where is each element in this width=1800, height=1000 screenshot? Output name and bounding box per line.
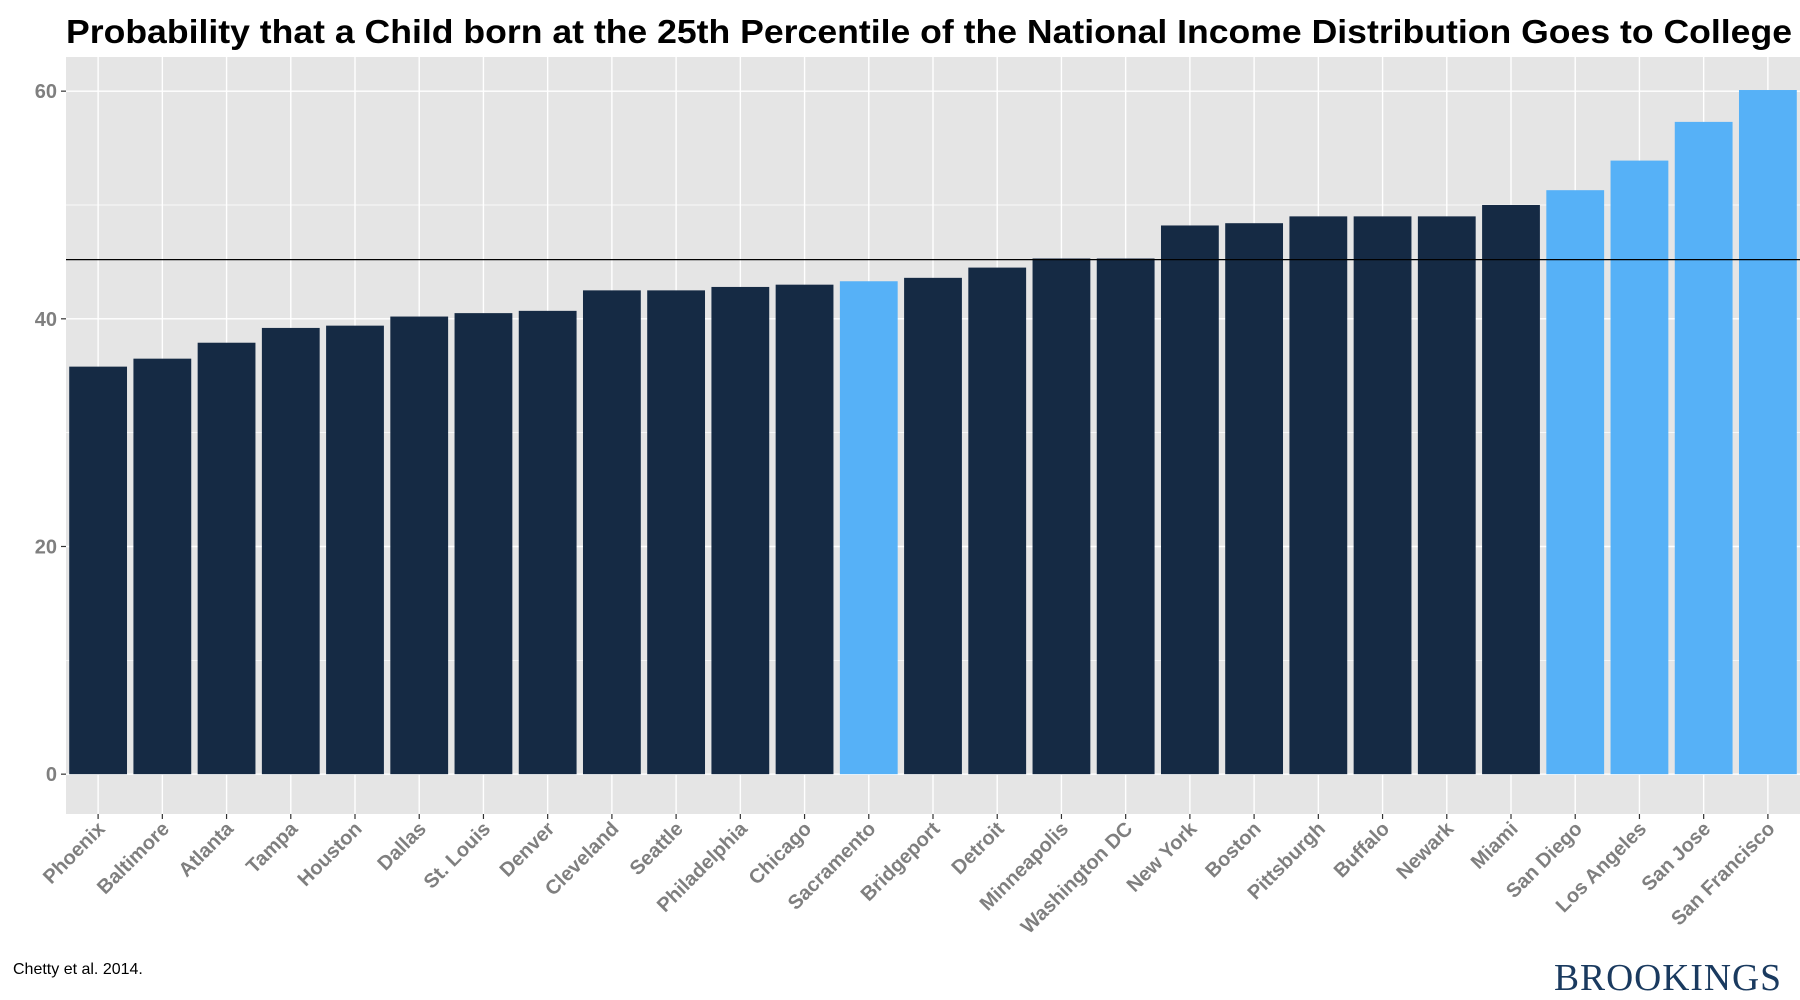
- bar-sacramento: [839, 281, 898, 775]
- x-tick-label: Miami: [1467, 818, 1523, 874]
- bar-miami: [1482, 204, 1540, 775]
- bar-newark: [1417, 216, 1476, 775]
- x-tick-label: Tampa: [242, 817, 303, 878]
- bar-pittsburgh: [1289, 216, 1348, 775]
- bar-boston: [1225, 223, 1284, 775]
- bar-san-jose: [1674, 121, 1733, 775]
- bar-washington-dc: [1096, 258, 1155, 775]
- bar-bridgeport: [904, 277, 962, 775]
- x-tick-label: New York: [1123, 817, 1202, 896]
- bar-chicago: [775, 284, 834, 775]
- x-tick-label: St. Louis: [420, 818, 495, 893]
- bar-new-york: [1160, 225, 1219, 775]
- bar-san-diego: [1546, 190, 1605, 775]
- x-tick-label: Seattle: [626, 818, 688, 880]
- x-tick-label: Newark: [1392, 817, 1458, 883]
- bar-atlanta: [197, 342, 256, 775]
- bar-san-francisco: [1738, 90, 1797, 775]
- bars: [69, 90, 1797, 775]
- bar-detroit: [968, 267, 1027, 775]
- x-tick-label: Buffalo: [1330, 818, 1394, 882]
- y-tick-label: 60: [35, 81, 57, 103]
- bar-los-angeles: [1610, 160, 1669, 775]
- bar-minneapolis: [1032, 258, 1091, 775]
- y-tick-label: 0: [46, 764, 57, 786]
- bar-denver: [518, 310, 577, 775]
- bar-baltimore: [133, 358, 192, 775]
- plot-panel: [66, 57, 1800, 814]
- chart-title: Probability that a Child born at the 25t…: [66, 13, 1792, 50]
- source-note: Chetty et al. 2014.: [13, 961, 143, 978]
- bar-tampa: [261, 327, 320, 775]
- bar-cleveland: [582, 290, 641, 775]
- bar-st-louis: [454, 313, 513, 775]
- bar-houston: [326, 325, 384, 775]
- x-tick-label: Washington DC: [1017, 818, 1137, 938]
- bar-buffalo: [1353, 216, 1412, 775]
- y-tick-label: 20: [35, 536, 57, 558]
- x-tick-label: Denver: [496, 818, 560, 882]
- bar-philadelphia: [711, 286, 770, 775]
- x-tick-label: Houston: [294, 818, 367, 891]
- y-axis: 0 20 40 60: [35, 81, 66, 786]
- x-tick-label: Atlanta: [175, 817, 239, 881]
- y-tick-label: 40: [35, 309, 57, 331]
- bar-dallas: [390, 316, 449, 775]
- bar-seattle: [647, 290, 706, 775]
- x-tick-label: Dallas: [374, 818, 431, 875]
- bar-phoenix: [69, 366, 128, 775]
- x-tick-label: Detroit: [948, 818, 1009, 879]
- brand-logo: BROOKINGS: [1554, 957, 1782, 999]
- x-tick-label: Boston: [1201, 818, 1265, 882]
